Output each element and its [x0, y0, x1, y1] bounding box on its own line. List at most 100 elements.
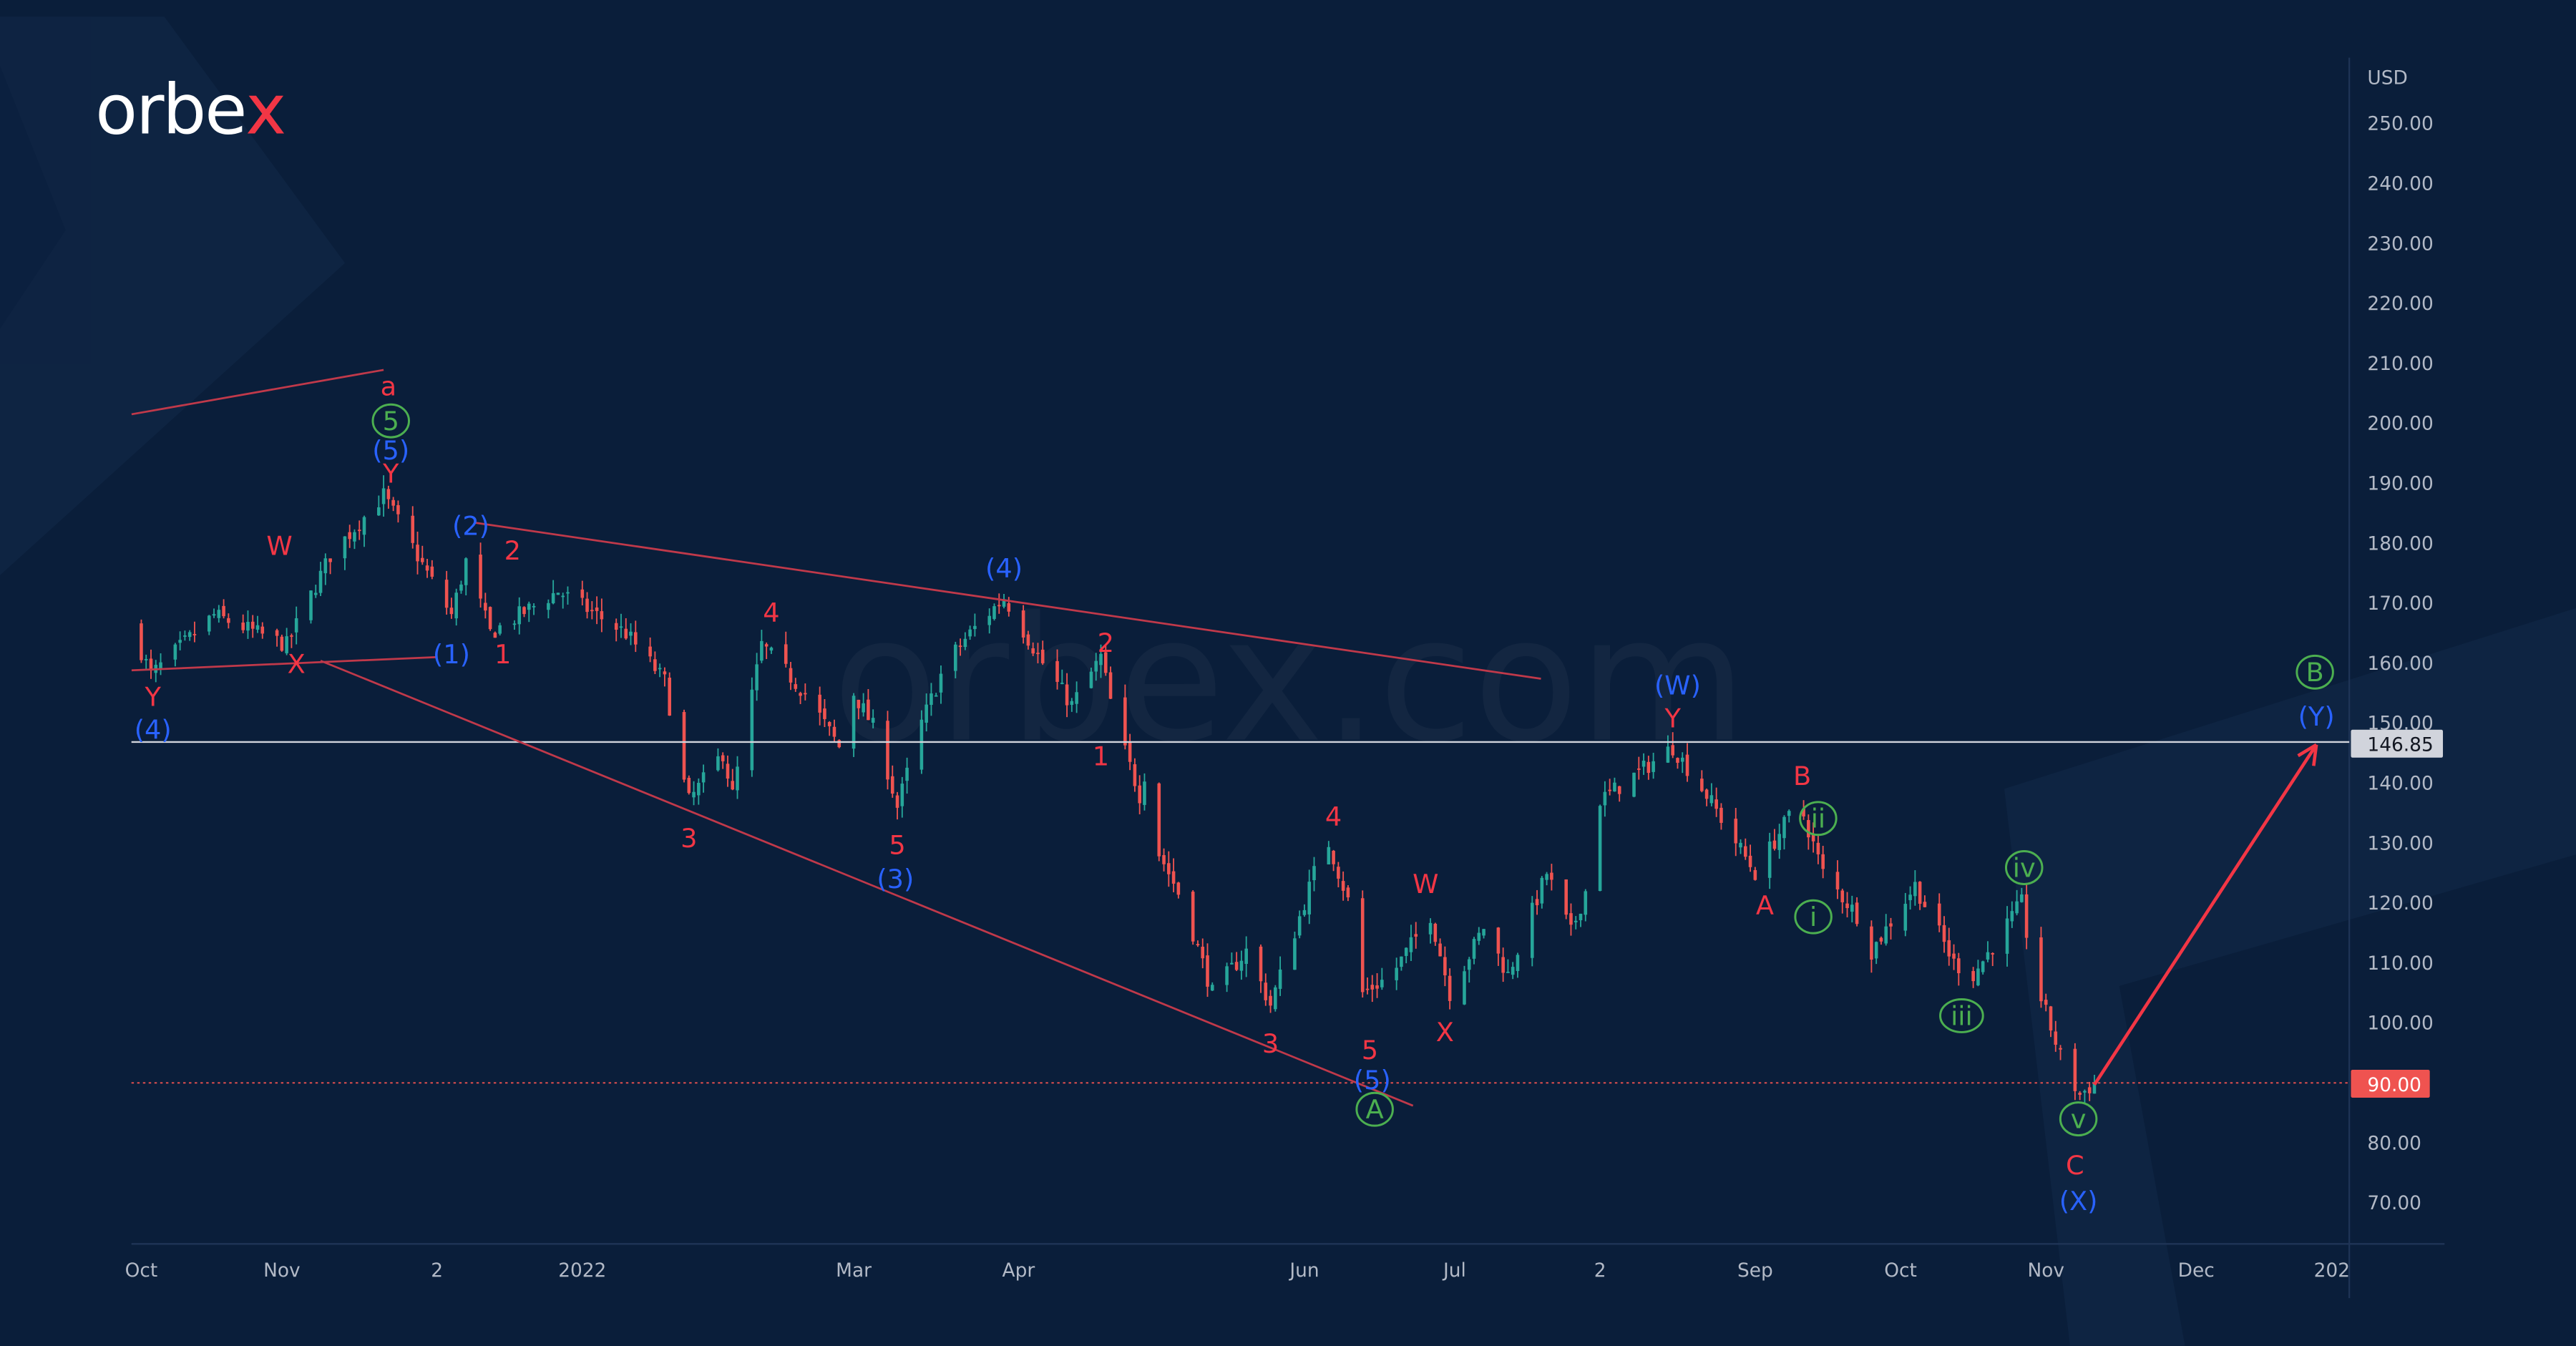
candle-down: [1671, 745, 1674, 756]
x-tick-label: Jul: [1442, 1259, 1466, 1282]
candle-up: [144, 658, 148, 660]
candle-down: [1360, 898, 1365, 993]
candle-up: [1981, 961, 1985, 972]
wave-label: v: [2071, 1103, 2087, 1134]
candle-down: [648, 646, 652, 657]
candle-down: [624, 628, 628, 639]
wave-label: ii: [1811, 804, 1825, 834]
candle-up: [1477, 932, 1481, 941]
candle-down: [1501, 957, 1505, 973]
candle-down: [1138, 785, 1141, 804]
trendline[interactable]: [475, 522, 1541, 680]
candle-down: [895, 795, 899, 808]
candle-up: [1380, 980, 1384, 987]
candle-down: [668, 678, 671, 716]
candle-down: [1433, 923, 1438, 942]
candle-up: [697, 782, 701, 796]
candle-down: [1162, 854, 1166, 864]
candle-up: [498, 625, 502, 634]
candle-down: [416, 545, 419, 562]
candle-down: [241, 623, 245, 630]
candle-up: [619, 626, 623, 628]
candle-up: [318, 570, 323, 593]
candle-up: [716, 756, 720, 771]
candle-up: [207, 615, 211, 632]
candle-up: [464, 558, 468, 585]
candle-up: [954, 644, 957, 671]
candle-down: [1496, 927, 1501, 954]
candle-down: [1007, 603, 1011, 612]
candle-up: [183, 635, 187, 637]
candle-up: [454, 592, 458, 619]
candle-down: [411, 515, 415, 543]
candle-up: [1089, 671, 1093, 688]
candle-up: [1579, 913, 1583, 921]
candle-down: [1719, 807, 1723, 823]
wave-label: (W): [1654, 670, 1701, 701]
wave-label: a: [381, 371, 397, 401]
candle-down: [2078, 1093, 2082, 1095]
candle-up: [1482, 929, 1485, 936]
candle-down: [488, 607, 492, 630]
candle-down: [1676, 758, 1679, 763]
candle-up: [760, 640, 763, 661]
candle-up: [1641, 761, 1646, 767]
trendline[interactable]: [131, 369, 384, 416]
candle-down: [764, 644, 769, 647]
candle-up: [459, 584, 463, 591]
candle-up: [1404, 947, 1408, 956]
candle-up: [2083, 1091, 2087, 1093]
candle-up: [323, 558, 328, 574]
candle-up: [2020, 894, 2024, 902]
trendline[interactable]: [131, 655, 436, 672]
candle-down: [1879, 937, 1883, 942]
candle-up: [1278, 969, 1282, 989]
wave-label: 5: [889, 829, 905, 860]
candle-down: [1443, 957, 1447, 975]
y-tick-label: 180.00: [2367, 532, 2433, 555]
trendline[interactable]: [320, 660, 1414, 1107]
candle-up: [532, 605, 536, 608]
candle-up: [246, 622, 250, 631]
candle-down: [1811, 834, 1815, 842]
arrow-head: [2297, 743, 2318, 758]
candle-down: [1564, 879, 1568, 915]
candle-up: [1598, 806, 1602, 892]
candle-down: [1448, 975, 1452, 1001]
wave-label: 4: [763, 598, 779, 628]
candle-up: [1428, 922, 1433, 935]
candle-up: [987, 615, 992, 625]
candle-up: [701, 772, 706, 783]
candle-down: [958, 645, 962, 648]
candle-down: [1171, 871, 1176, 884]
candle-down: [1414, 934, 1418, 937]
candle-down: [726, 764, 730, 779]
wave-circle: [1355, 1091, 1394, 1127]
candle-down: [2073, 1048, 2077, 1091]
price-axis[interactable]: USD 250.00 240.00 230.00 220.00 210.00 200.00…: [2367, 67, 2433, 1214]
wave-label: B: [2306, 657, 2324, 688]
candle-up: [1666, 746, 1670, 763]
candle-down: [1021, 610, 1025, 638]
candle-up: [187, 632, 192, 638]
candle-down: [2054, 1031, 2058, 1045]
candle-down: [580, 589, 585, 598]
wave-label: iii: [1951, 1000, 1973, 1031]
candle-up: [381, 488, 386, 504]
candle-down: [227, 618, 230, 623]
wave-label: 2: [1098, 628, 1114, 658]
candle-down: [1065, 684, 1069, 706]
wave-label: 2: [504, 535, 521, 566]
x-tick-label: 202: [2314, 1259, 2350, 1282]
x-tick-label: Mar: [836, 1259, 872, 1282]
candle-up: [1530, 902, 1534, 958]
time-axis[interactable]: Oct Nov 2 2022 Mar Apr Jun Jul 2 Sep Oct Nov Dec 202: [125, 1259, 2350, 1282]
projection-arrow[interactable]: [2093, 743, 2318, 1086]
candle-up: [1908, 894, 1912, 900]
wave-label: Y: [382, 459, 399, 489]
candle-up: [2015, 901, 2019, 914]
arrow-head: [2312, 744, 2318, 766]
candle-up: [736, 766, 739, 791]
wave-label: (5): [1354, 1065, 1391, 1096]
